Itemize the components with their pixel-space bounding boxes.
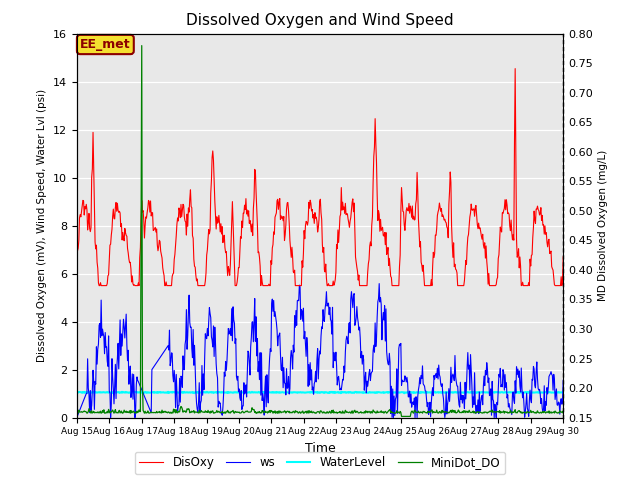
Line: DisOxy: DisOxy bbox=[77, 69, 563, 286]
ws bbox=[82, 393, 90, 398]
Y-axis label: Dissolved Oxygen (mV), Wind Speed, Water Lvl (psi): Dissolved Oxygen (mV), Wind Speed, Water… bbox=[37, 89, 47, 362]
WaterLevel bbox=[82, 390, 90, 396]
DisOxy bbox=[559, 254, 567, 260]
WaterLevel bbox=[431, 389, 438, 395]
Y-axis label: MD Dissolved Oxygen (mg/L): MD Dissolved Oxygen (mg/L) bbox=[598, 150, 609, 301]
Line: MiniDot_DO: MiniDot_DO bbox=[77, 46, 563, 416]
DisOxy bbox=[511, 66, 519, 72]
DisOxy bbox=[207, 178, 215, 183]
Legend: DisOxy, ws, WaterLevel, MiniDot_DO: DisOxy, ws, WaterLevel, MiniDot_DO bbox=[134, 452, 506, 474]
DisOxy bbox=[82, 206, 90, 212]
DisOxy bbox=[95, 283, 103, 288]
DisOxy bbox=[182, 219, 189, 225]
ws bbox=[559, 377, 567, 383]
MiniDot_DO bbox=[207, 410, 215, 416]
WaterLevel bbox=[379, 389, 387, 395]
ws bbox=[207, 315, 214, 321]
DisOxy bbox=[380, 232, 387, 238]
Line: ws: ws bbox=[77, 284, 563, 418]
WaterLevel bbox=[401, 390, 408, 396]
ws bbox=[375, 281, 383, 287]
DisOxy bbox=[73, 261, 81, 266]
WaterLevel bbox=[132, 389, 140, 395]
Title: Dissolved Oxygen and Wind Speed: Dissolved Oxygen and Wind Speed bbox=[186, 13, 454, 28]
ws bbox=[181, 342, 189, 348]
MiniDot_DO bbox=[138, 43, 145, 48]
WaterLevel bbox=[559, 390, 567, 396]
MiniDot_DO bbox=[73, 410, 81, 416]
MiniDot_DO bbox=[394, 409, 401, 415]
MiniDot_DO bbox=[397, 413, 405, 420]
WaterLevel bbox=[181, 390, 189, 396]
MiniDot_DO bbox=[182, 409, 189, 415]
ws bbox=[380, 310, 387, 315]
MiniDot_DO bbox=[380, 409, 387, 415]
Line: WaterLevel: WaterLevel bbox=[77, 392, 563, 393]
MiniDot_DO bbox=[82, 408, 90, 414]
WaterLevel bbox=[73, 390, 81, 396]
Text: EE_met: EE_met bbox=[80, 38, 131, 51]
MiniDot_DO bbox=[132, 410, 140, 416]
MiniDot_DO bbox=[559, 410, 567, 416]
WaterLevel bbox=[207, 389, 214, 395]
ws bbox=[73, 415, 81, 420]
WaterLevel bbox=[393, 389, 401, 395]
X-axis label: Time: Time bbox=[305, 442, 335, 455]
DisOxy bbox=[132, 283, 140, 288]
ws bbox=[394, 410, 401, 416]
ws bbox=[132, 407, 140, 412]
DisOxy bbox=[394, 283, 401, 288]
